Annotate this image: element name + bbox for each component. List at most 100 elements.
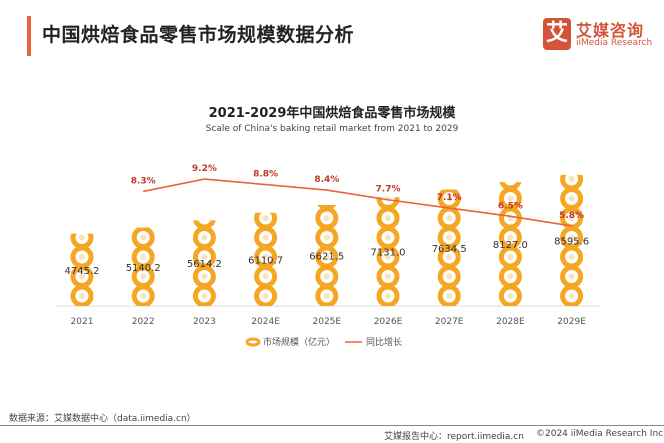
bar-icon-bun [140, 254, 147, 260]
bar-icon-bun [385, 254, 391, 260]
bar-icon-bun [446, 176, 452, 182]
bar-icon-bun [568, 254, 575, 260]
bar-icon-bun [385, 234, 391, 241]
bar-icon-ring [444, 189, 454, 191]
report-center: 艾媒报告中心：report.iimedia.cn [384, 432, 524, 442]
bar-icon-bun [323, 273, 330, 280]
bar-icon-bun [262, 234, 269, 241]
bar-2029E [560, 174, 584, 306]
bar-icon-bun [568, 293, 575, 299]
bar-2023 [192, 220, 216, 306]
bar-icon-bun [568, 215, 575, 221]
bar-icon-ring [193, 220, 216, 230]
footer-divider [0, 425, 664, 426]
bar-icon-bun [324, 196, 330, 202]
bar-icon-bun [507, 234, 514, 241]
bar-icon-ring [136, 227, 150, 230]
bar-2026E [376, 197, 400, 306]
copyright: ©2024 iiMedia Research Inc [536, 429, 664, 439]
bar-value-label: 5614.2 [187, 259, 222, 270]
bar-icon-bun [140, 215, 146, 221]
bar-icon-bun [79, 293, 85, 299]
legend-bar-label: 市场规模（亿元） [263, 336, 335, 348]
bar-2024E [254, 212, 278, 306]
bar-icon-bun [140, 273, 147, 280]
bar-icon-bun [262, 273, 269, 280]
bar-value-label: 7131.0 [371, 248, 406, 259]
bar-icon-bun [385, 293, 391, 299]
bar-2028E [498, 176, 522, 306]
bar-value-label: 6110.7 [248, 255, 283, 266]
bar-value-label: 8127.0 [493, 240, 528, 251]
bar-icon-bun [323, 215, 330, 221]
x-tick-label: 2026E [374, 317, 403, 327]
bar-icon-bun [262, 254, 269, 260]
x-tick-label: 2029E [557, 317, 586, 327]
bar-icon-bun [201, 293, 208, 299]
growth-label: 7.7% [376, 185, 401, 195]
bar-icon-bun [323, 254, 330, 260]
bar-icon-bun [507, 254, 514, 260]
bar-icon-ring [70, 233, 94, 249]
growth-label: 8.4% [314, 175, 339, 185]
growth-label: 9.2% [192, 164, 217, 174]
bar-icon-bun [507, 293, 514, 299]
bar-icon-bun [79, 234, 85, 241]
x-tick-label: 2021 [71, 317, 94, 327]
x-tick-label: 2023 [193, 317, 216, 327]
page-title: 中国烘焙食品零售市场规模数据分析 [42, 24, 355, 46]
bar-icon-bun [140, 293, 147, 299]
bar-icon-bun [385, 273, 391, 280]
bar-icon-bun [202, 220, 207, 221]
bar-icon-bun [201, 254, 208, 260]
bar-icon-bun [79, 254, 85, 260]
logo-en: iiMedia Research [576, 38, 653, 48]
growth-line [143, 178, 572, 227]
bar-icon-bun [568, 234, 575, 241]
logo-mark: 艾 [543, 18, 571, 50]
bar-icon-bun [201, 234, 208, 241]
chart-title: 2021-2029年中国烘焙食品零售市场规模 [208, 106, 456, 121]
bar-icon-bun [507, 195, 514, 202]
bar-icon-bun [507, 176, 513, 182]
legend-bar-icon [245, 337, 261, 347]
bar-icon-bun [446, 273, 453, 280]
bar-icon-ring [254, 212, 278, 230]
bar-value-label: 8595.6 [554, 236, 589, 247]
data-source: 数据来源：艾媒数据中心（data.iimedia.cn） [9, 414, 196, 424]
bar-icon-ring [560, 174, 584, 191]
bar-icon-bun [323, 234, 330, 241]
bar-icon-bun [262, 293, 269, 299]
bar-icon-bun [385, 215, 391, 221]
x-tick-label: 2024E [251, 317, 280, 327]
bar-2022 [131, 215, 155, 306]
bar-icon-bun [446, 254, 453, 260]
bar-icon-bun [568, 273, 575, 280]
bar-value-label: 5140.2 [126, 263, 161, 274]
bar-icon-bun [446, 234, 453, 241]
logo-cn: 艾媒咨询 [576, 21, 645, 40]
bar-icon-bun [323, 293, 330, 299]
bar-icon-bun [140, 234, 147, 241]
bar-icon-bun [568, 176, 575, 182]
bar-2021 [70, 233, 94, 306]
bar-icon-bun [446, 195, 453, 202]
bar-value-label: 6621.5 [309, 252, 344, 263]
x-tick-label: 2025E [313, 317, 342, 327]
bar-icon-bun [446, 293, 453, 299]
bar-icon-bun [446, 215, 453, 221]
bar-icon-bun [201, 273, 208, 280]
bar-icon-bun [79, 273, 85, 280]
x-tick-label: 2027E [435, 317, 464, 327]
x-tick-label: 2022 [132, 317, 155, 327]
title-accent-bar [27, 16, 31, 56]
x-tick-label: 2028E [496, 317, 525, 327]
bar-icon-ring [499, 182, 522, 191]
bar-icon-ring [317, 205, 337, 210]
growth-label: 7.1% [437, 193, 462, 203]
growth-label: 8.8% [253, 170, 278, 180]
bar-value-label: 7634.5 [432, 244, 467, 255]
chart-subtitle: Scale of China's baking retail market fr… [205, 124, 459, 134]
